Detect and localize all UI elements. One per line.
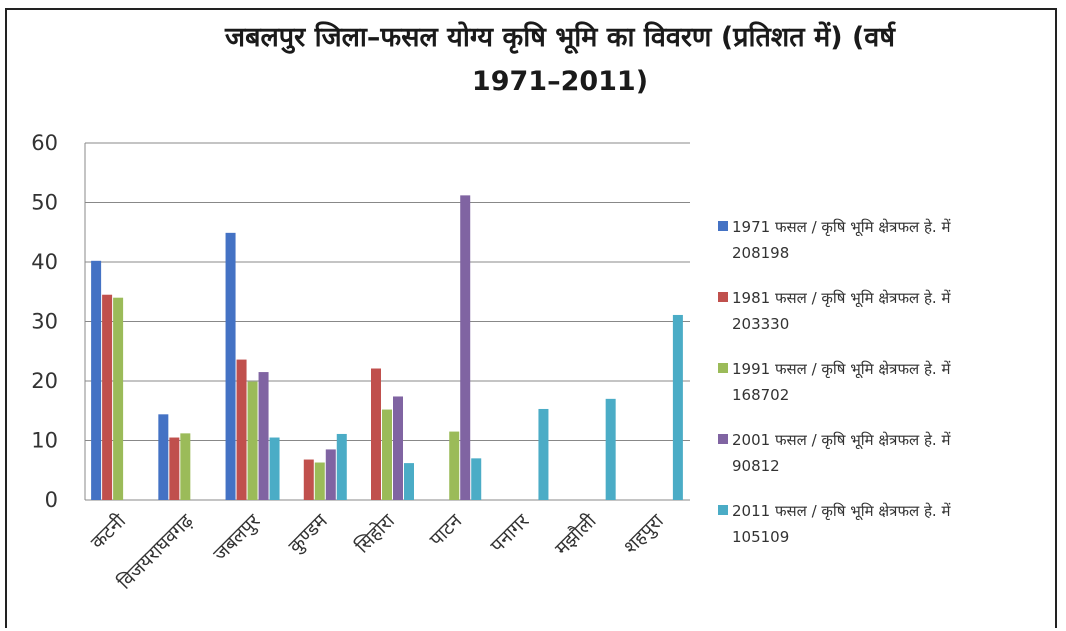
bar bbox=[180, 433, 191, 500]
x-category-label: पाटन bbox=[425, 510, 466, 551]
bar bbox=[672, 314, 683, 500]
legend-label-value: 208198 bbox=[732, 244, 789, 262]
legend-label: 1971 फसल / कृषि भूमि क्षेत्रफल हे. में bbox=[732, 218, 951, 237]
bar bbox=[102, 294, 113, 500]
y-tick-label: 20 bbox=[31, 369, 58, 393]
bar bbox=[404, 463, 414, 500]
legend-label: 2001 फसल / कृषि भूमि क्षेत्रफल हे. में bbox=[732, 431, 951, 450]
bar bbox=[225, 232, 236, 500]
bar bbox=[382, 409, 392, 500]
bar bbox=[91, 260, 102, 500]
bar bbox=[247, 381, 258, 500]
x-category-label: सिहोरा bbox=[351, 509, 400, 558]
legend-swatch bbox=[718, 292, 728, 302]
bar bbox=[158, 414, 169, 500]
y-tick-label: 60 bbox=[31, 131, 58, 155]
bar bbox=[336, 433, 347, 500]
bar bbox=[169, 437, 180, 500]
legend-label: 1981 फसल / कृषि भूमि क्षेत्रफल हे. में bbox=[732, 289, 951, 308]
bar bbox=[371, 368, 381, 500]
legend-swatch bbox=[718, 505, 728, 515]
bar bbox=[460, 195, 471, 501]
legend-swatch bbox=[718, 363, 728, 373]
bar bbox=[605, 398, 616, 500]
bar bbox=[258, 372, 269, 500]
y-tick-label: 30 bbox=[31, 310, 58, 334]
legend-label-value: 105109 bbox=[732, 528, 789, 546]
legend-label-value: 168702 bbox=[732, 386, 789, 404]
bar bbox=[236, 359, 247, 500]
legend-label-value: 90812 bbox=[732, 457, 780, 475]
x-category-label: कुण्डम bbox=[284, 510, 333, 559]
legend-label: 2011 फसल / कृषि भूमि क्षेत्रफल हे. में bbox=[732, 502, 951, 521]
bar bbox=[303, 459, 314, 500]
x-category-label: पनागर bbox=[486, 509, 534, 557]
bar bbox=[314, 462, 325, 500]
x-category-label: शहपुरा bbox=[619, 509, 669, 559]
bar bbox=[269, 437, 280, 500]
chart-title: जबलपुर जिला–फसल योग्य कृषि भूमि का विवरण… bbox=[120, 16, 1000, 104]
legend-label-value: 203330 bbox=[732, 315, 789, 333]
legend-swatch bbox=[718, 221, 728, 231]
y-tick-label: 40 bbox=[31, 250, 58, 274]
y-tick-label: 50 bbox=[31, 191, 58, 215]
bar bbox=[325, 449, 336, 500]
chart-title-line2: 1971–2011) bbox=[471, 66, 649, 97]
x-category-label: मझौली bbox=[550, 509, 601, 560]
bar bbox=[471, 458, 482, 500]
x-category-label: जबलपुर bbox=[209, 509, 266, 566]
x-category-label: कटनी bbox=[86, 509, 131, 554]
bar bbox=[393, 396, 403, 500]
legend-swatch bbox=[718, 434, 728, 444]
bar bbox=[113, 297, 124, 500]
y-tick-label: 0 bbox=[45, 488, 58, 512]
chart-frame bbox=[5, 8, 1057, 628]
bar bbox=[449, 431, 460, 500]
legend-label: 1991 फसल / कृषि भूमि क्षेत्रफल हे. में bbox=[732, 360, 951, 379]
chart-title-line1: जबलपुर जिला–फसल योग्य कृषि भूमि का विवरण… bbox=[225, 22, 895, 53]
y-tick-label: 10 bbox=[31, 429, 58, 453]
bar bbox=[538, 408, 549, 500]
